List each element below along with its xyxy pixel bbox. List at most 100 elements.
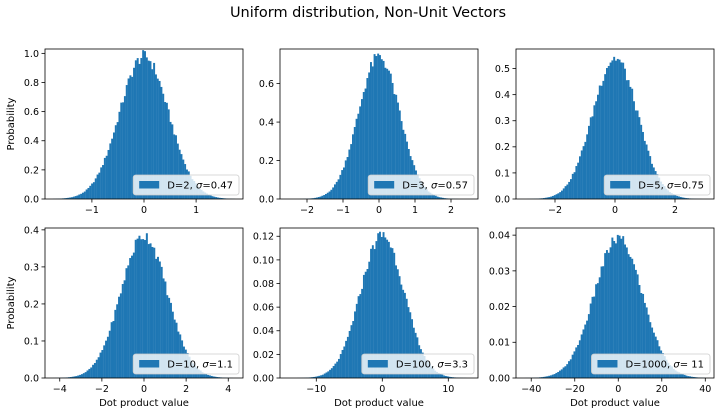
histogram-bar <box>595 284 598 378</box>
histogram-bar <box>215 197 218 199</box>
histogram-bar <box>350 144 353 199</box>
legend-swatch <box>597 360 618 368</box>
histogram-bar <box>164 281 167 378</box>
histogram-bar <box>611 60 614 199</box>
histogram-bar <box>207 374 210 378</box>
histogram-bar <box>355 303 358 378</box>
legend-label: D=3, σ=0.57 <box>402 181 468 192</box>
x-tick-label: −40 <box>521 384 541 395</box>
histogram-bar <box>624 68 626 199</box>
histogram-bar <box>153 247 156 378</box>
histogram-bar <box>167 109 170 199</box>
histogram-bar <box>326 192 329 199</box>
histogram-bar <box>450 377 453 378</box>
x-tick-label: 20 <box>656 384 668 395</box>
histogram-bar <box>92 182 95 199</box>
histogram-bars <box>52 50 236 200</box>
histogram-bar <box>584 141 587 199</box>
histogram-bar <box>121 284 124 378</box>
histogram-bar <box>142 50 145 200</box>
histogram-bar <box>618 235 621 378</box>
histogram-bar <box>615 243 617 378</box>
histogram-bar <box>549 375 552 378</box>
histogram-bar <box>597 94 599 199</box>
histogram-bar <box>125 85 128 199</box>
histogram-bar <box>631 258 634 378</box>
histogram-bar <box>389 247 392 378</box>
y-tick-label: 0.00 <box>253 373 274 384</box>
x-axis-label: Dot product value <box>570 398 660 409</box>
histogram-bar <box>559 370 561 378</box>
histogram-bar <box>134 60 137 199</box>
histogram-bar <box>557 371 560 378</box>
legend: D=1000, σ= 11 <box>591 353 711 375</box>
histogram-bar <box>123 280 126 378</box>
histogram-bar <box>604 74 607 199</box>
x-tick-label: 0 <box>615 384 621 395</box>
histogram-bar <box>555 194 558 199</box>
histogram-bar <box>627 80 630 199</box>
histogram-bar <box>678 372 681 378</box>
histogram-bar <box>397 102 399 199</box>
histogram-bar <box>670 193 673 199</box>
histogram-bar <box>108 330 111 378</box>
histogram-bar <box>571 173 574 199</box>
histogram-bar <box>111 138 114 199</box>
histogram-bar <box>609 62 612 199</box>
histogram-bar <box>613 56 616 200</box>
histogram-bar <box>149 243 152 378</box>
histogram-bar <box>103 345 106 378</box>
legend: D=2, σ=0.47 <box>132 174 240 196</box>
histogram-bar <box>600 266 603 378</box>
histogram-bar <box>153 62 156 199</box>
y-tick-label: 0.10 <box>253 255 274 266</box>
histogram-bar <box>573 351 576 378</box>
histogram-bar <box>679 196 682 199</box>
figure-title: Uniform distribution, Non-Unit Vectors <box>229 5 507 21</box>
legend-box <box>132 353 240 375</box>
histogram-bar <box>387 241 390 378</box>
histogram-bar <box>151 69 154 200</box>
histogram-bar <box>155 258 158 378</box>
histogram-bar <box>362 92 365 199</box>
histogram-bar <box>551 374 554 378</box>
histogram-bar <box>636 110 639 199</box>
histogram-bar <box>546 197 549 199</box>
histogram-bar <box>593 105 596 199</box>
y-tick-label: 0.4 <box>495 90 510 101</box>
histogram-bar <box>584 324 587 378</box>
histogram-bar <box>634 110 637 199</box>
axes-frame <box>515 227 715 379</box>
histogram-bar <box>436 196 439 199</box>
histogram-bar <box>588 125 590 199</box>
histogram-bar <box>573 172 576 199</box>
x-tick-label: −2 <box>548 205 562 216</box>
histogram-bar <box>346 157 349 199</box>
histogram-bar <box>211 196 214 199</box>
x-tick-label: 10 <box>442 384 454 395</box>
histogram-bar <box>395 265 397 378</box>
histogram-bar <box>577 344 580 378</box>
histogram-bar <box>586 134 589 199</box>
histogram-bar <box>359 294 362 378</box>
x-tick-label: 0 <box>379 384 385 395</box>
histogram-bar <box>389 73 392 199</box>
histogram-bar <box>555 372 558 378</box>
histogram-bar <box>370 248 373 378</box>
histogram-bar <box>213 196 216 199</box>
histogram-bar <box>593 296 596 378</box>
histogram-bar <box>444 375 447 378</box>
histogram-bar <box>316 376 319 378</box>
histogram-bar <box>647 314 650 378</box>
histogram-bar <box>339 354 342 378</box>
histogram-bar <box>629 256 632 378</box>
histogram-bar <box>591 116 594 199</box>
histogram-bar <box>144 240 147 378</box>
histogram-bar <box>640 124 643 199</box>
legend-label: D=2, σ=0.47 <box>167 181 233 192</box>
histogram-bar <box>391 82 394 199</box>
histogram-bar <box>680 373 682 378</box>
legend-label: D=100, σ=3.3 <box>396 360 468 371</box>
histogram-bar <box>320 375 323 378</box>
x-tick-label: 0 <box>612 205 618 216</box>
